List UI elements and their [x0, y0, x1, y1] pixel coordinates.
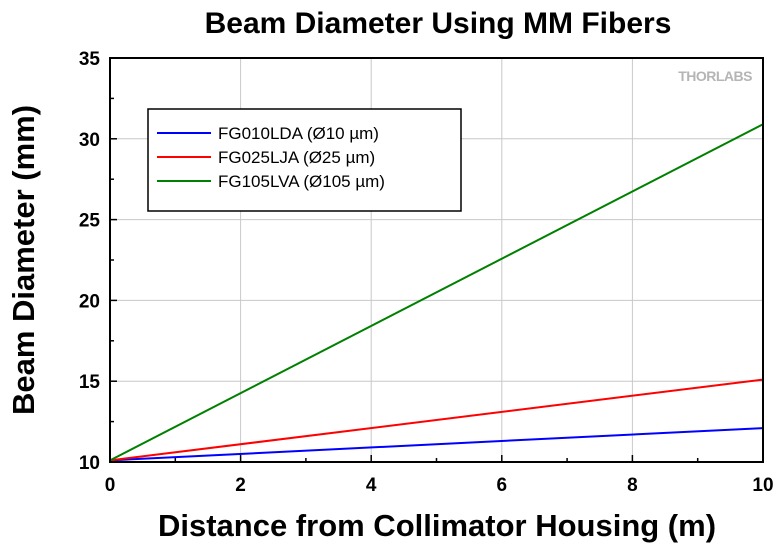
- x-tick-label: 10: [752, 475, 773, 496]
- y-tick-label: 30: [79, 130, 100, 151]
- x-tick-label: 2: [235, 475, 246, 496]
- thorlabs-logo: THORLABS: [678, 68, 752, 84]
- legend-label: FG105LVA (Ø105 µm): [218, 172, 385, 191]
- x-tick-label: 8: [627, 475, 638, 496]
- ticks: 0 2 4 6 8 10 10 15 20 25 30 35: [79, 49, 774, 496]
- y-tick-label: 35: [79, 49, 101, 70]
- legend-label: FG025LJA (Ø25 µm): [218, 148, 375, 167]
- series-line: [109, 378, 764, 462]
- legend: FG010LDA (Ø10 µm) FG025LJA (Ø25 µm) FG105L…: [147, 108, 462, 212]
- y-tick-label: 20: [79, 291, 100, 312]
- y-tick-label: 25: [79, 211, 101, 232]
- legend-box: [147, 108, 462, 212]
- x-tick-label: 4: [366, 475, 377, 496]
- series-line: [109, 123, 764, 462]
- series-line: [109, 427, 764, 462]
- y-axis-label: Beam Diameter (mm): [6, 105, 41, 415]
- y-tick-label: 15: [79, 372, 101, 393]
- series-lines: [109, 123, 764, 462]
- x-tick-label: 6: [497, 475, 508, 496]
- x-axis-label: Distance from Collimator Housing (m): [158, 508, 716, 543]
- chart-title: Beam Diameter Using MM Fibers: [205, 7, 672, 40]
- legend-label: FG010LDA (Ø10 µm): [218, 124, 379, 143]
- y-tick-label: 10: [79, 453, 100, 474]
- x-tick-label: 0: [105, 475, 116, 496]
